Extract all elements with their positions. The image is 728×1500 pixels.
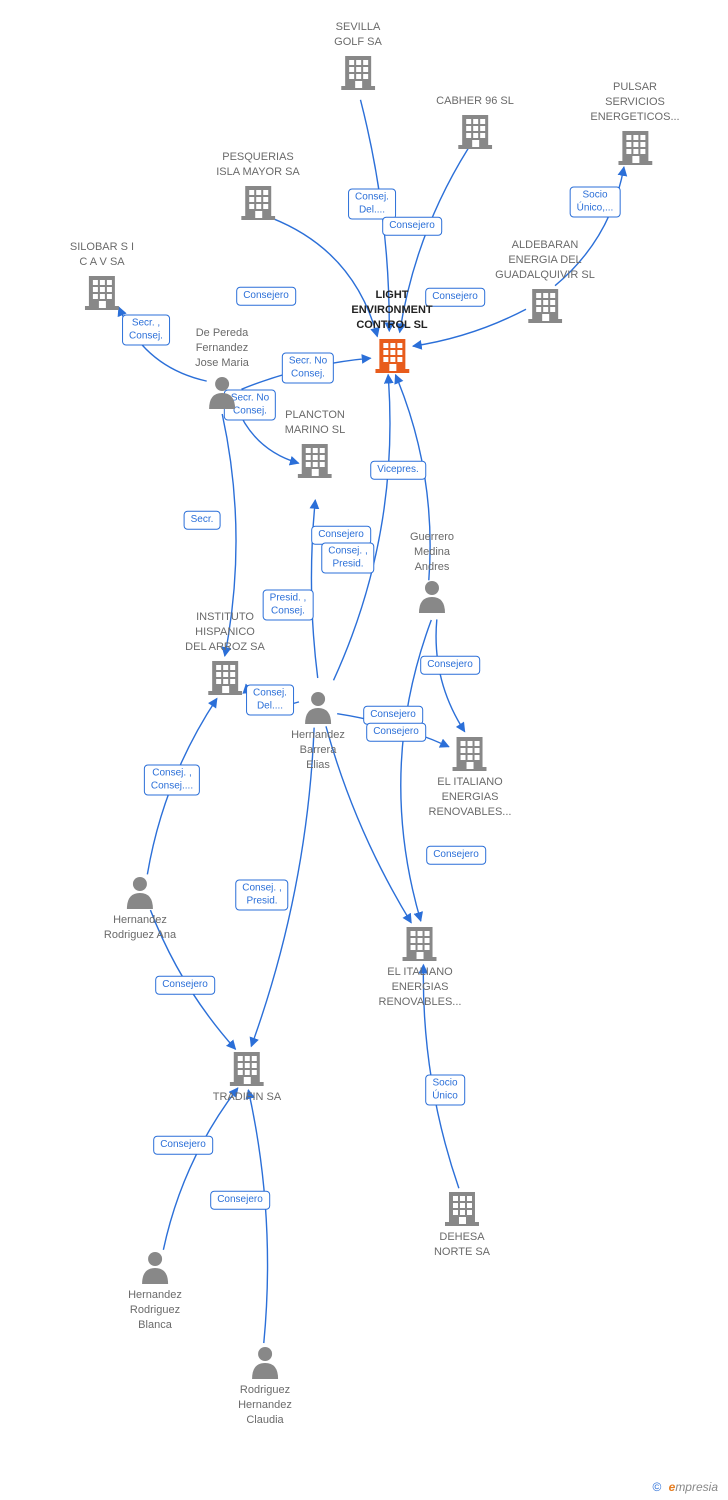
network-canvas (0, 0, 728, 1500)
edge (400, 149, 468, 333)
edge (311, 500, 317, 678)
edge (237, 407, 299, 463)
edge (246, 684, 287, 712)
edge (119, 307, 207, 381)
edge (334, 375, 390, 681)
edge (222, 414, 236, 656)
watermark: © empresia (652, 1480, 718, 1494)
edge (147, 698, 217, 874)
edge (251, 728, 314, 1047)
edge (423, 965, 459, 1189)
brand-rest: mpresia (675, 1480, 718, 1494)
edge (337, 714, 449, 747)
copyright-symbol: © (652, 1480, 661, 1494)
edge (360, 100, 389, 331)
edge (436, 619, 465, 731)
edge (555, 167, 624, 286)
edge (396, 375, 431, 581)
edge (163, 1088, 237, 1250)
edge (326, 726, 411, 922)
edge (241, 358, 370, 389)
edge (271, 218, 377, 337)
edge (150, 910, 235, 1049)
edge (401, 620, 432, 921)
edge (246, 685, 299, 705)
edge (248, 1090, 267, 1343)
edge (413, 309, 526, 346)
